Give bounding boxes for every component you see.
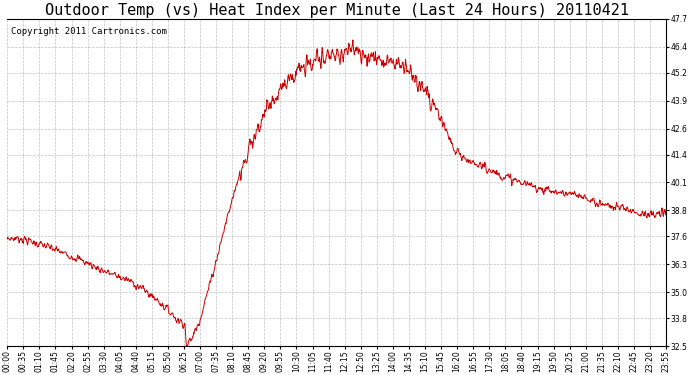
- Text: Copyright 2011 Cartronics.com: Copyright 2011 Cartronics.com: [10, 27, 166, 36]
- Title: Outdoor Temp (vs) Heat Index per Minute (Last 24 Hours) 20110421: Outdoor Temp (vs) Heat Index per Minute …: [45, 3, 629, 18]
